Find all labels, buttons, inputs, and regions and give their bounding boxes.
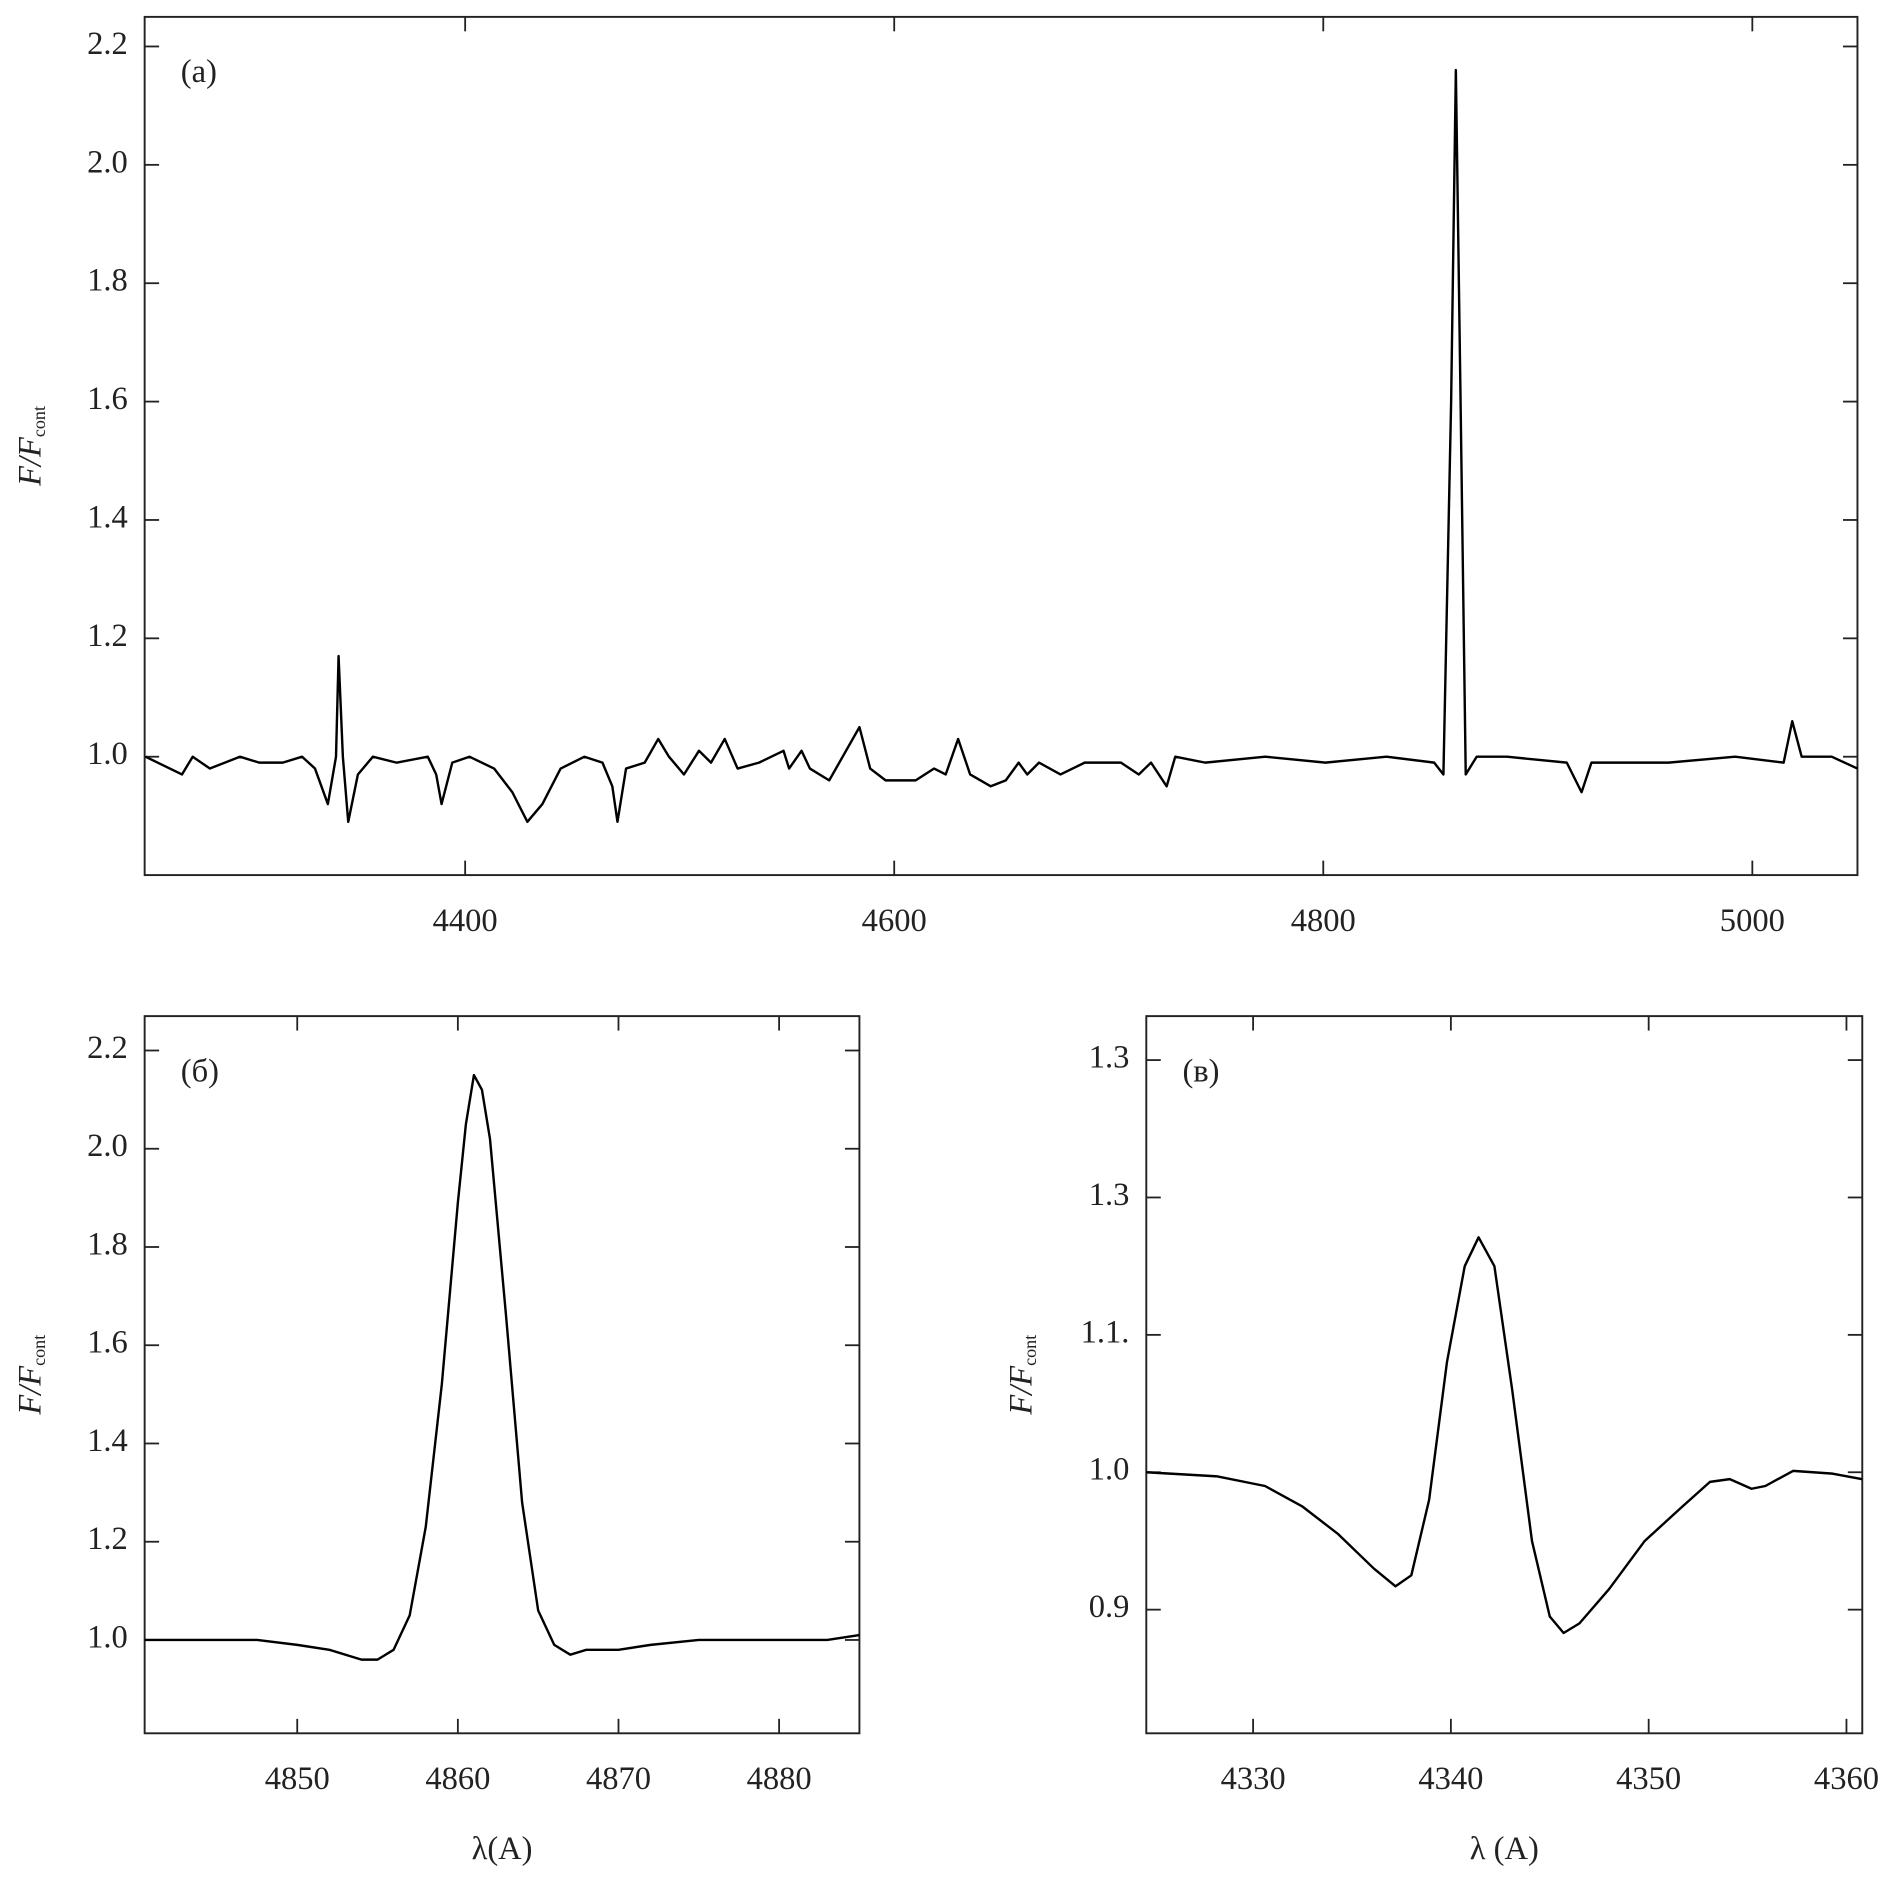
y-axis-label-subscript: cont	[29, 406, 49, 437]
y-tick-label: 1.6	[87, 381, 128, 417]
y-axis-label-main: F/F	[13, 1365, 49, 1416]
y-tick-label: 1.6	[87, 1325, 128, 1361]
y-axis-label-main: F/F	[13, 436, 49, 487]
x-tick-label: 4880	[747, 1761, 812, 1797]
y-tick-label: 2.2	[87, 1030, 128, 1066]
y-tick-label: 2.0	[87, 1128, 128, 1164]
spectrum-line	[1146, 1236, 1863, 1635]
x-axis-label: λ(A)	[472, 1831, 533, 1867]
x-tick-label: 4400	[433, 903, 498, 939]
panel-label: (б)	[181, 1053, 219, 1089]
y-tick-label: 1.0	[1089, 1452, 1130, 1488]
panel-label: (в)	[1182, 1053, 1219, 1089]
y-tick-label: 1.0	[87, 736, 128, 772]
y-axis-label-subscript: cont	[29, 1335, 49, 1366]
plot-frame	[1145, 1015, 1864, 1735]
y-tick-label: 1.3	[1089, 1040, 1130, 1076]
plot-frame	[143, 15, 1859, 877]
x-tick-label: 4860	[425, 1761, 490, 1797]
x-tick-label: 4870	[586, 1761, 651, 1797]
y-tick-label: 2.2	[87, 26, 128, 62]
x-tick-label: 4330	[1221, 1761, 1286, 1797]
y-tick-label: 0.9	[1089, 1589, 1130, 1625]
x-tick-label: 4350	[1616, 1761, 1681, 1797]
y-tick-label: 1.4	[87, 1423, 128, 1459]
y-axis-label: F/Fcont	[13, 406, 49, 487]
y-tick-label: 1.2	[87, 618, 128, 654]
y-tick-label: 1.2	[87, 1521, 128, 1557]
y-tick-label: 2.0	[87, 144, 128, 180]
y-tick-label: 1.8	[87, 1226, 128, 1262]
x-tick-label: 5000	[1720, 903, 1785, 939]
y-axis-label-main: F/F	[1004, 1365, 1040, 1416]
x-tick-label: 4800	[1291, 903, 1356, 939]
x-tick-label: 4600	[862, 903, 927, 939]
x-axis-label: λ (A)	[1470, 1831, 1539, 1867]
y-tick-label: 1.1.	[1081, 1314, 1130, 1350]
y-tick-label: 1.0	[87, 1619, 128, 1655]
y-tick-label: 1.4	[87, 499, 128, 535]
y-axis-label: F/Fcont	[13, 1335, 49, 1416]
y-axis-label: F/Fcont	[1004, 1335, 1040, 1416]
panel-label: (a)	[181, 54, 217, 90]
x-tick-label: 4340	[1418, 1761, 1483, 1797]
y-axis-label-subscript: cont	[1020, 1335, 1040, 1366]
x-tick-label: 4360	[1814, 1761, 1879, 1797]
plot-frame	[143, 1015, 861, 1735]
spectrum-line	[144, 1073, 860, 1661]
y-tick-label: 1.3	[1089, 1177, 1130, 1213]
spectrum-line	[144, 68, 1858, 824]
y-tick-label: 1.8	[87, 263, 128, 299]
x-tick-label: 4850	[265, 1761, 330, 1797]
